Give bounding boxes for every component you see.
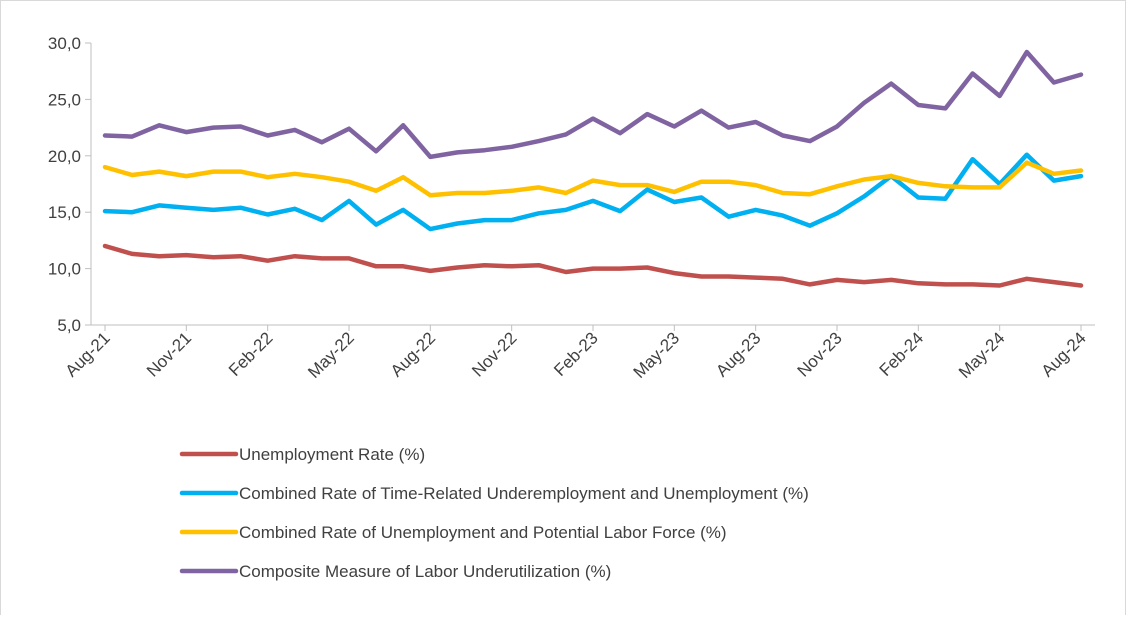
series-line-0	[102, 243, 1084, 288]
x-tick-label: Aug-21	[62, 328, 114, 380]
x-tick-label: Feb-23	[550, 328, 602, 380]
legend-entry: Unemployment Rate (%)	[179, 445, 425, 464]
legend-label: Combined Rate of Time-Related Underemplo…	[239, 484, 809, 503]
x-tick-label: Feb-24	[876, 328, 928, 380]
series-lines	[102, 49, 1084, 288]
x-axis: Aug-21 Nov-21 Feb-22 May-22 Aug-22 Nov-22 Feb-…	[62, 324, 1095, 382]
x-tick-label: Aug-24	[1038, 328, 1090, 380]
legend-label: Unemployment Rate (%)	[239, 445, 425, 464]
legend: Unemployment Rate (%) Combined Rate of Ti…	[179, 445, 809, 581]
series-line-1	[102, 152, 1084, 232]
x-tick-label: Nov-22	[468, 328, 520, 380]
y-tick-label: 25,0	[48, 90, 81, 109]
x-tick-label: Feb-22	[225, 328, 277, 380]
x-tick-label: May-22	[304, 328, 358, 382]
legend-entry: Combined Rate of Time-Related Underemplo…	[179, 484, 809, 503]
legend-label: Composite Measure of Labor Underutilizat…	[239, 562, 611, 581]
x-tick-label: Nov-23	[794, 328, 846, 380]
x-tick-label: May-23	[630, 328, 684, 382]
x-tick-label: Nov-21	[143, 328, 195, 380]
y-tick-label: 20,0	[48, 147, 81, 166]
series-line-2	[102, 160, 1084, 198]
y-tick-label: 15,0	[48, 203, 81, 222]
x-tick-label: Aug-23	[712, 328, 764, 380]
x-tick-label: May-24	[955, 328, 1009, 382]
x-tick-label: Aug-22	[387, 328, 439, 380]
legend-label: Combined Rate of Unemployment and Potent…	[239, 523, 727, 542]
y-tick-label: 10,0	[48, 260, 81, 279]
legend-entry: Composite Measure of Labor Underutilizat…	[179, 562, 611, 581]
y-tick-label: 5,0	[57, 316, 81, 335]
series-line-3	[102, 49, 1084, 160]
y-axis: 5,0 10,0 15,0 20,0 25,0 30,0	[48, 34, 92, 335]
y-tick-label: 30,0	[48, 34, 81, 53]
legend-entry: Combined Rate of Unemployment and Potent…	[179, 523, 727, 542]
